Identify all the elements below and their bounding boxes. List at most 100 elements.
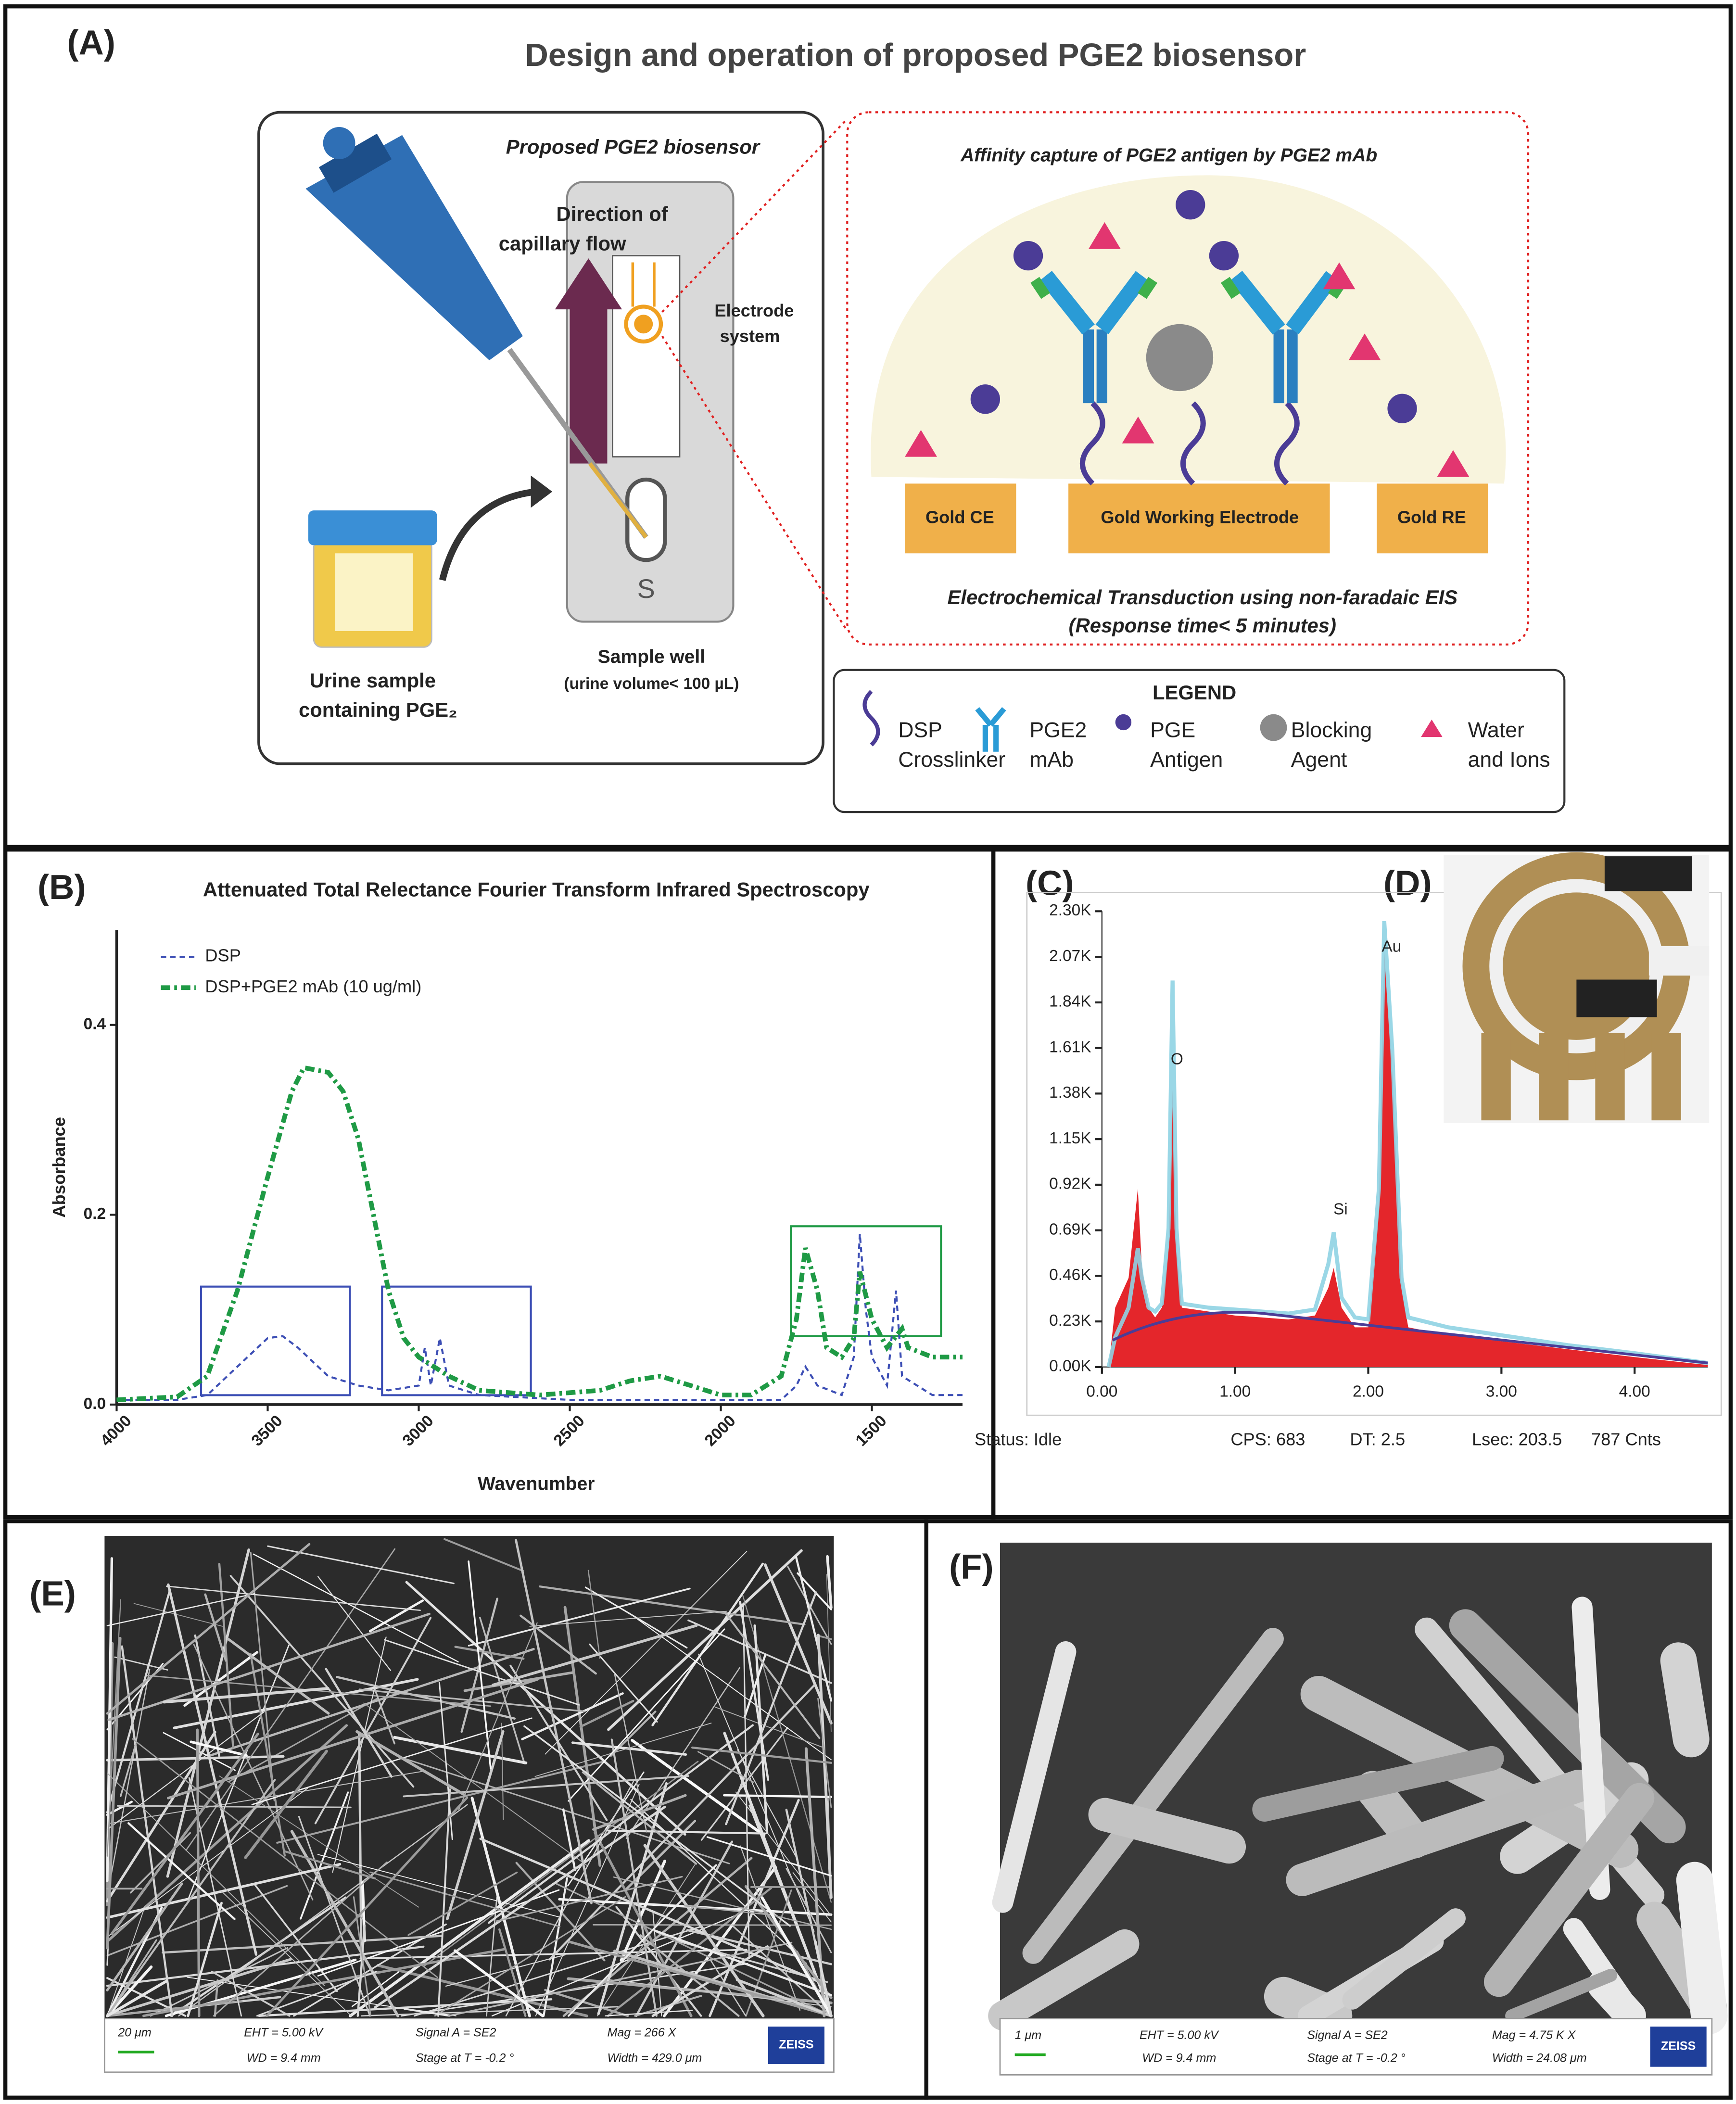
brand: ZEISS xyxy=(1661,2039,1696,2053)
fiber xyxy=(697,1751,754,1783)
transduction: Electrochemical Transduction using non-f… xyxy=(947,586,1457,608)
legend-label: Crosslinker xyxy=(898,748,1005,772)
path-shape xyxy=(1079,401,1105,486)
fiber xyxy=(251,1717,532,1805)
info: Signal A = SE2 xyxy=(1307,2028,1388,2042)
electrode-name: Gold CE xyxy=(925,507,994,527)
fiber xyxy=(1088,1798,1246,1864)
fiber xyxy=(106,1593,255,1626)
fiber xyxy=(183,1651,259,1707)
legend-icon xyxy=(975,707,1006,752)
fiber xyxy=(593,1924,832,1926)
fiber xyxy=(1587,1969,1646,2031)
legend-icon xyxy=(1260,714,1287,741)
fiber xyxy=(117,1805,352,1809)
y-tick-label: 2.30K xyxy=(1049,901,1091,919)
rect-shape xyxy=(381,1285,532,1396)
legend-label: PGE2 xyxy=(1029,719,1087,742)
fiber xyxy=(579,1699,634,1728)
rect-shape xyxy=(1648,946,1710,976)
fiber xyxy=(584,1586,688,1649)
fiber xyxy=(106,1885,288,1956)
fiber xyxy=(314,1617,432,1825)
rect-shape xyxy=(991,848,1733,1520)
fiber xyxy=(383,1639,580,1706)
fiber xyxy=(106,1543,311,1715)
rect-shape xyxy=(790,1225,942,1337)
info-bar xyxy=(103,2017,835,2073)
legend-label: DSP xyxy=(205,946,241,965)
info-bar xyxy=(999,2017,1713,2076)
antibodies xyxy=(1030,270,1348,404)
zoom-lines xyxy=(661,111,1530,646)
highlight-boxes xyxy=(200,1225,942,1396)
fiber xyxy=(188,1644,290,1900)
fiber xyxy=(568,1628,725,1802)
volume-label: (urine volume< 100 µL) xyxy=(564,675,739,693)
electrodes xyxy=(905,483,1488,554)
panel-label: (D) xyxy=(1383,864,1432,903)
urine-label: containing PGE₂ xyxy=(299,698,457,721)
electrode-leads xyxy=(631,262,656,307)
fiber xyxy=(787,1566,832,1645)
fiber xyxy=(607,1829,766,1835)
arrow-head xyxy=(531,475,553,508)
fiber xyxy=(529,1610,727,1627)
fiber xyxy=(437,1788,451,2017)
path-shape xyxy=(1180,401,1206,486)
info: Mag = 266 X xyxy=(607,2026,676,2040)
fiber xyxy=(106,1800,133,1816)
y-axis-label: Absorbance xyxy=(49,1117,69,1217)
info: EHT = 5.00 kV xyxy=(244,2026,324,2040)
fiber xyxy=(567,1771,645,1887)
fiber xyxy=(1286,1769,1595,1896)
electrode-photo xyxy=(1444,852,1710,1123)
fiber xyxy=(454,1949,544,2017)
fiber xyxy=(739,1600,770,1781)
info: Signal A = SE2 xyxy=(416,2026,496,2040)
crosslinkers xyxy=(1079,401,1300,486)
rect-shape xyxy=(1096,329,1107,404)
info: Width = 429.0 μm xyxy=(607,2052,702,2065)
fiber xyxy=(276,1761,604,1844)
fiber xyxy=(735,1978,833,2017)
fiber xyxy=(121,1645,174,2017)
fiber xyxy=(403,2008,451,2017)
fiber xyxy=(106,1589,171,1814)
fiber xyxy=(468,1587,691,1647)
fiber xyxy=(129,1832,191,1894)
fiber xyxy=(613,1876,832,1930)
fiber xyxy=(992,1641,1077,1913)
info: EHT = 5.00 kV xyxy=(1140,2028,1219,2042)
device-title: Proposed PGE2 biosensor xyxy=(506,136,761,158)
fiber xyxy=(587,1570,601,1659)
legend-label: DSP xyxy=(898,719,942,742)
fiber xyxy=(300,1791,349,1920)
fiber xyxy=(523,1725,791,1927)
spectrum-frame xyxy=(1026,891,1722,1416)
fiber xyxy=(227,1637,330,1715)
fiber xyxy=(630,1799,807,1964)
fiber xyxy=(691,1746,833,1764)
info: WD = 9.4 mm xyxy=(1142,2052,1216,2065)
rect-shape xyxy=(924,1519,1733,2100)
strip-letter: S xyxy=(637,574,655,604)
fiber xyxy=(594,1831,693,2017)
rect-shape xyxy=(1068,483,1330,554)
fiber xyxy=(167,1678,539,1800)
fiber xyxy=(106,1939,157,2017)
fiber xyxy=(505,1781,634,2016)
fiber xyxy=(610,1738,658,2017)
fiber xyxy=(786,1868,832,1953)
fiber xyxy=(568,1940,833,2017)
fiber xyxy=(709,1799,800,2017)
fiber xyxy=(434,1896,626,2017)
fiber xyxy=(607,1549,803,1731)
y-tick-label: 0.00K xyxy=(1049,1357,1091,1375)
info: Stage at T = -0.2 ° xyxy=(416,2052,514,2065)
fiber xyxy=(258,1998,553,2017)
fiber xyxy=(653,1929,833,1997)
fiber xyxy=(797,1572,832,1610)
rect-shape xyxy=(1604,856,1692,891)
x-tick-label: 1.00 xyxy=(1219,1383,1251,1401)
